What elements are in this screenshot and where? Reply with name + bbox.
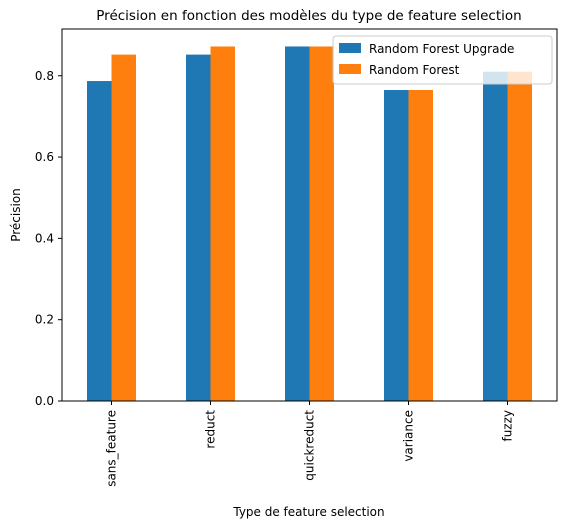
plot-frame — [61, 28, 558, 402]
legend: Random Forest Upgrade Random Forest — [332, 35, 553, 85]
x-tick-label-quickreduct: quickreduct — [303, 410, 317, 481]
y-axis: 0.0 0.2 0.4 0.6 0.8 — [35, 69, 62, 408]
x-tick-label-variance: variance — [402, 410, 416, 462]
y-tick-label: 0.4 — [35, 231, 54, 245]
bar-variance-series-0 — [384, 89, 409, 401]
legend-swatch-series-0 — [339, 43, 361, 53]
y-tick-label: 0.0 — [35, 394, 54, 408]
x-tick-label-fuzzy: fuzzy — [501, 410, 515, 442]
chart-title: Précision en fonction des modèles du typ… — [96, 8, 521, 24]
bar-quickreduct-series-1 — [309, 46, 334, 401]
bars-layer — [87, 46, 532, 402]
bar-sans_feature-series-0 — [87, 81, 112, 401]
bar-variance-series-1 — [408, 89, 433, 401]
bar-sans_feature-series-1 — [111, 54, 136, 402]
y-tick-label: 0.8 — [35, 69, 54, 83]
legend-label-series-1: Random Forest — [369, 63, 460, 77]
x-tick-label-reduct: reduct — [204, 410, 218, 449]
bar-fuzzy-series-0 — [483, 71, 508, 401]
x-axis: sans_feature reduct quickreduct variance fuz… — [105, 401, 515, 487]
legend-box — [332, 35, 553, 85]
x-tick-label-sans_feature: sans_feature — [105, 410, 119, 487]
bar-reduct-series-1 — [210, 46, 235, 401]
x-axis-label: Type de feature selection — [232, 505, 384, 519]
legend-swatch-series-1 — [339, 64, 361, 74]
bar-fuzzy-series-1 — [507, 71, 532, 401]
y-tick-label: 0.6 — [35, 150, 54, 164]
y-tick-label: 0.2 — [35, 313, 54, 327]
bar-reduct-series-0 — [186, 54, 211, 402]
legend-label-series-0: Random Forest Upgrade — [369, 42, 514, 56]
y-axis-label: Précision — [9, 188, 23, 242]
bar-quickreduct-series-0 — [285, 46, 310, 401]
